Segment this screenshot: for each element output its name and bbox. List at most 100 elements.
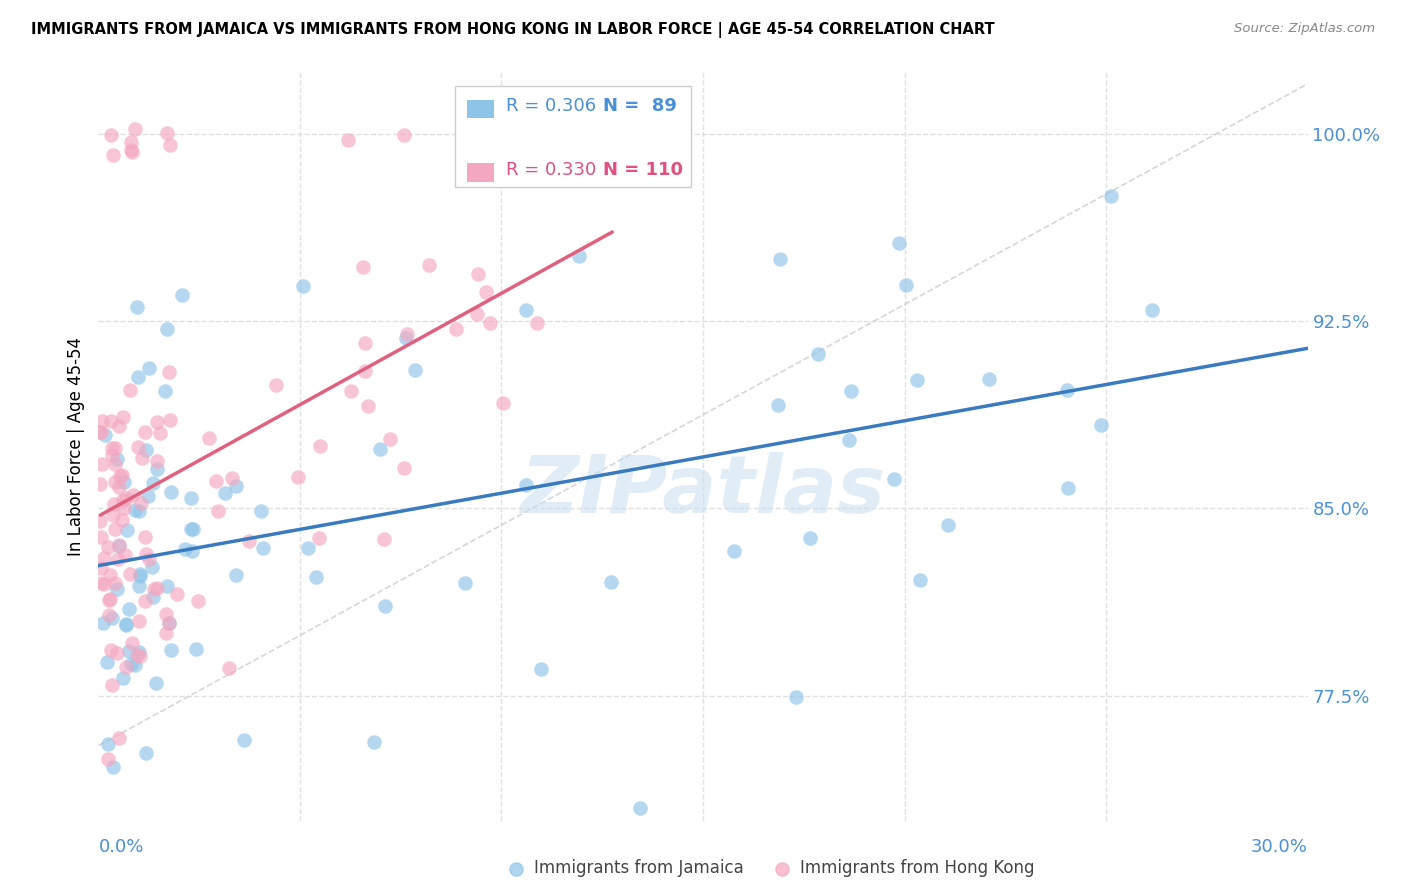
Point	[128, 569, 150, 583]
Point	[309, 439, 332, 453]
Point	[120, 383, 142, 397]
Point	[90, 576, 112, 591]
Point	[905, 372, 928, 386]
Point	[180, 491, 202, 505]
Point	[149, 425, 172, 440]
Point	[115, 660, 138, 674]
Point	[97, 540, 120, 554]
Point	[101, 610, 124, 624]
Point	[936, 518, 959, 533]
Point	[297, 541, 319, 555]
Point	[180, 522, 202, 536]
Text: Source: ZipAtlas.com: Source: ZipAtlas.com	[1234, 22, 1375, 36]
Point	[454, 576, 477, 591]
Point	[155, 384, 177, 399]
Point	[104, 475, 127, 489]
Point	[354, 364, 377, 378]
Point	[121, 636, 143, 650]
Point	[155, 625, 177, 640]
Point	[354, 336, 377, 351]
Point	[205, 474, 228, 488]
Point	[418, 258, 440, 272]
Point	[156, 322, 179, 336]
Point	[127, 440, 149, 454]
Point	[465, 307, 488, 321]
Point	[1099, 189, 1122, 203]
Point	[374, 599, 396, 613]
Point	[100, 128, 122, 142]
Point	[157, 616, 180, 631]
Point	[529, 662, 551, 676]
Point	[111, 467, 134, 482]
Point	[97, 737, 120, 751]
Point	[124, 658, 146, 673]
Point	[138, 552, 160, 566]
Point	[287, 470, 309, 484]
Point	[110, 469, 132, 483]
Point	[395, 331, 418, 345]
Point	[207, 504, 229, 518]
Point	[93, 551, 115, 566]
Point	[894, 278, 917, 293]
Point	[127, 369, 149, 384]
Point	[131, 451, 153, 466]
Point	[198, 431, 221, 445]
Point	[128, 614, 150, 628]
Point	[89, 514, 111, 528]
Point	[97, 608, 120, 623]
Point	[157, 365, 180, 379]
Point	[138, 361, 160, 376]
Point	[145, 676, 167, 690]
Point	[264, 377, 287, 392]
Point	[357, 400, 380, 414]
Point	[181, 544, 204, 558]
Text: 0.0%: 0.0%	[98, 838, 143, 856]
Point	[156, 579, 179, 593]
Point	[89, 477, 111, 491]
Point	[135, 747, 157, 761]
Point	[238, 533, 260, 548]
Point	[101, 759, 124, 773]
Point	[90, 530, 112, 544]
Point	[134, 594, 156, 608]
Point	[96, 655, 118, 669]
Point	[121, 488, 143, 502]
Text: 30.0%: 30.0%	[1251, 838, 1308, 856]
Point	[129, 649, 152, 664]
Point	[159, 643, 181, 657]
Point	[100, 643, 122, 657]
Point	[90, 561, 112, 575]
Point	[118, 602, 141, 616]
Point	[114, 617, 136, 632]
Point	[308, 532, 330, 546]
Point	[107, 552, 129, 566]
Point	[105, 452, 128, 467]
Point	[128, 579, 150, 593]
Point	[121, 145, 143, 159]
Point	[340, 384, 363, 398]
Point	[465, 137, 488, 152]
Point	[221, 471, 243, 485]
Point	[404, 363, 426, 377]
Point	[143, 582, 166, 596]
Point	[628, 801, 651, 815]
Point	[373, 532, 395, 546]
Point	[368, 442, 391, 456]
Text: N = 110: N = 110	[603, 161, 683, 178]
Point	[114, 548, 136, 562]
Point	[105, 646, 128, 660]
Point	[908, 573, 931, 587]
Point	[785, 690, 807, 705]
Point	[159, 413, 181, 427]
Point	[115, 523, 138, 537]
Point	[128, 645, 150, 659]
Point	[444, 322, 467, 336]
Point	[305, 569, 328, 583]
Point	[1056, 383, 1078, 397]
Point	[98, 567, 121, 582]
Point	[98, 592, 121, 607]
Point	[187, 594, 209, 608]
Point	[128, 504, 150, 518]
Point	[124, 503, 146, 517]
Text: R = 0.306: R = 0.306	[506, 97, 596, 115]
